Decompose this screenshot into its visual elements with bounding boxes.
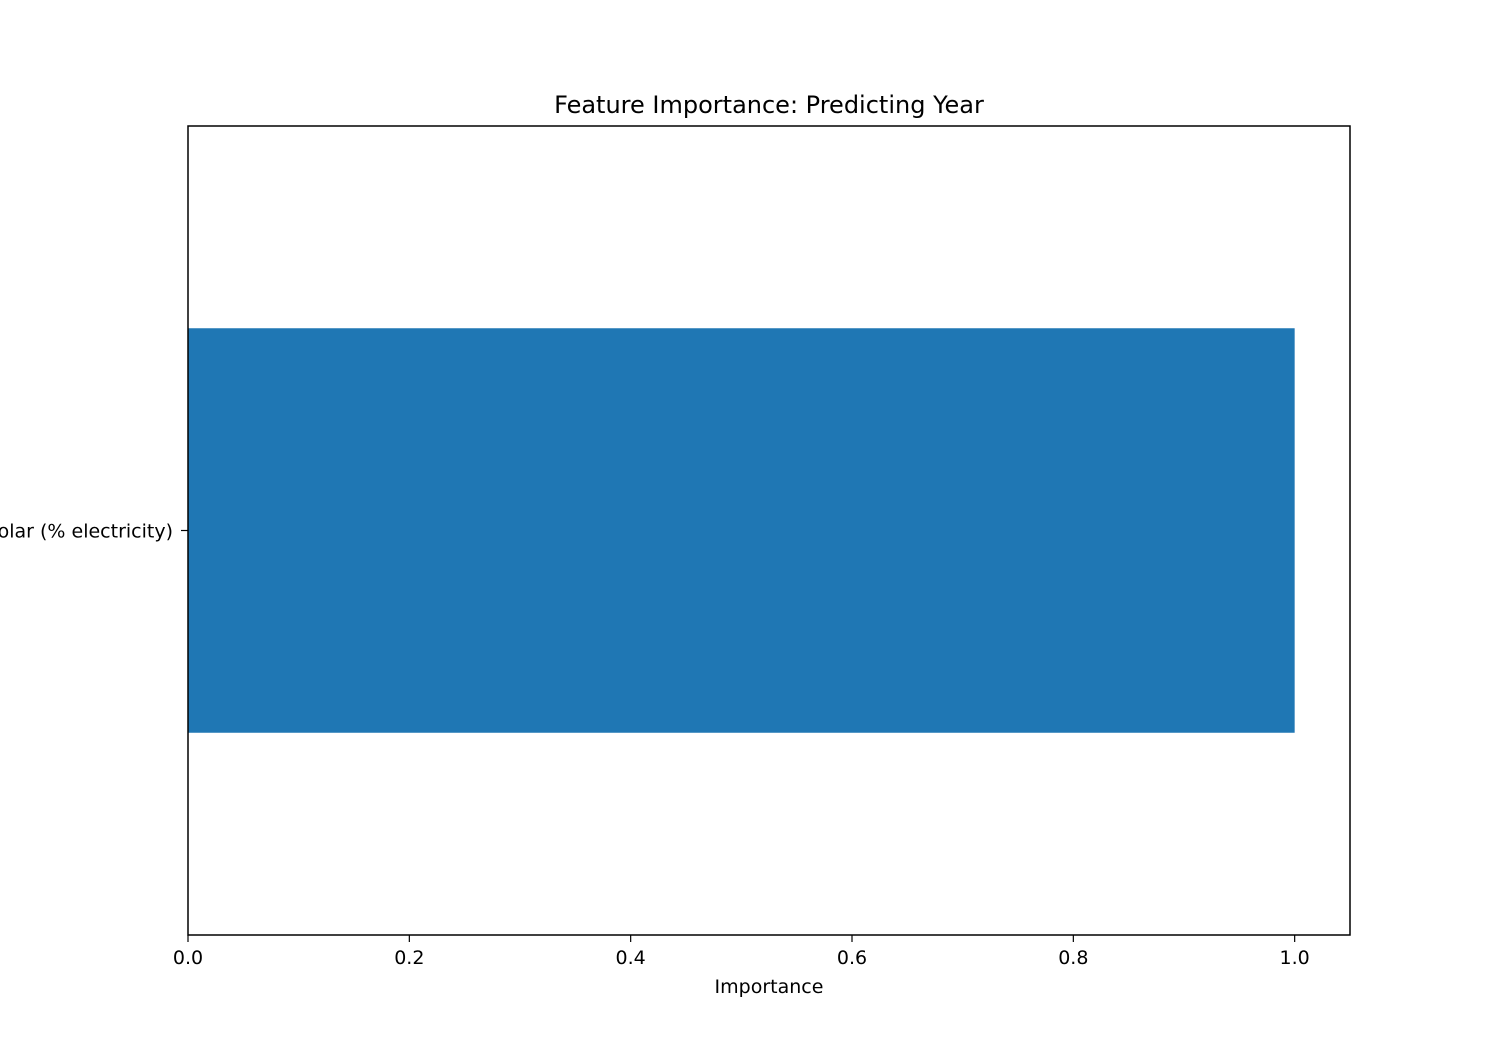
x-axis-label: Importance [715,976,824,998]
x-tick-label: 0.8 [1058,947,1088,969]
x-tick-label: 0.6 [837,947,867,969]
bars-group [188,328,1295,733]
x-tick-label: 0.4 [616,947,646,969]
plot-frame [187,125,1351,936]
chart-title: Feature Importance: Predicting Year [554,91,984,119]
x-axis-ticks: 0.0 0.2 0.4 0.6 0.8 1.0 [173,935,1310,969]
x-tick-label: 1.0 [1280,947,1310,969]
x-tick-label: 0.0 [173,947,203,969]
x-tick-label: 0.2 [394,947,424,969]
y-axis-ticks: Solar (% electricity) [0,521,188,543]
bar [188,328,1295,733]
y-tick-label: Solar (% electricity) [0,521,173,543]
